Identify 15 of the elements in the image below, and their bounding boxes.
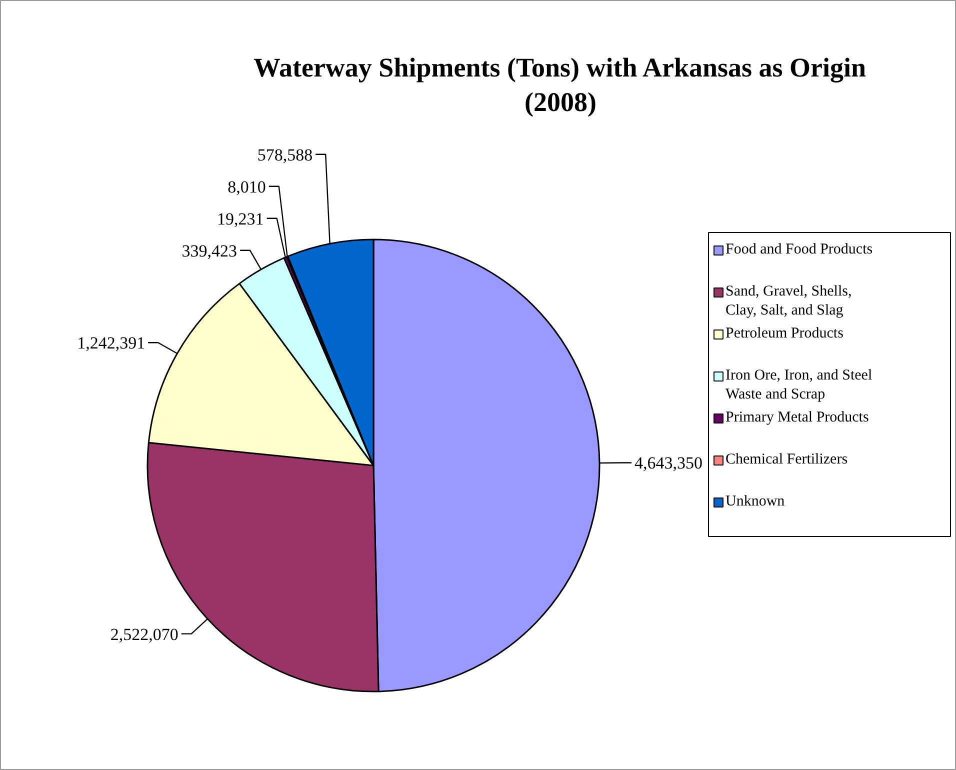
legend-label: Unknown: [726, 494, 786, 510]
data-label: 19,231: [217, 209, 264, 228]
legend-label: Sand, Gravel, Shells, Clay, Salt, and Slag: [726, 284, 852, 319]
legend-label: Iron Ore, Iron, and Steel Waste and Scrap: [726, 368, 872, 403]
chart-title: Waterway Shipments (Tons) with Arkansas as Origin (2008): [253, 52, 866, 117]
data-label: 8,010: [228, 177, 266, 196]
data-label: 578,588: [257, 145, 313, 164]
data-label: 339,423: [182, 241, 238, 260]
data-label: 2,522,070: [110, 624, 178, 644]
data-label: 4,643,350: [634, 454, 702, 473]
legend-label: Chemical Fertilizers: [726, 452, 848, 468]
legend-label: Petroleum Products: [726, 326, 844, 342]
legend-label: Food and Food Products: [726, 242, 873, 258]
legend-label: Primary Metal Products: [726, 410, 869, 426]
data-label: 1,242,391: [77, 334, 146, 353]
